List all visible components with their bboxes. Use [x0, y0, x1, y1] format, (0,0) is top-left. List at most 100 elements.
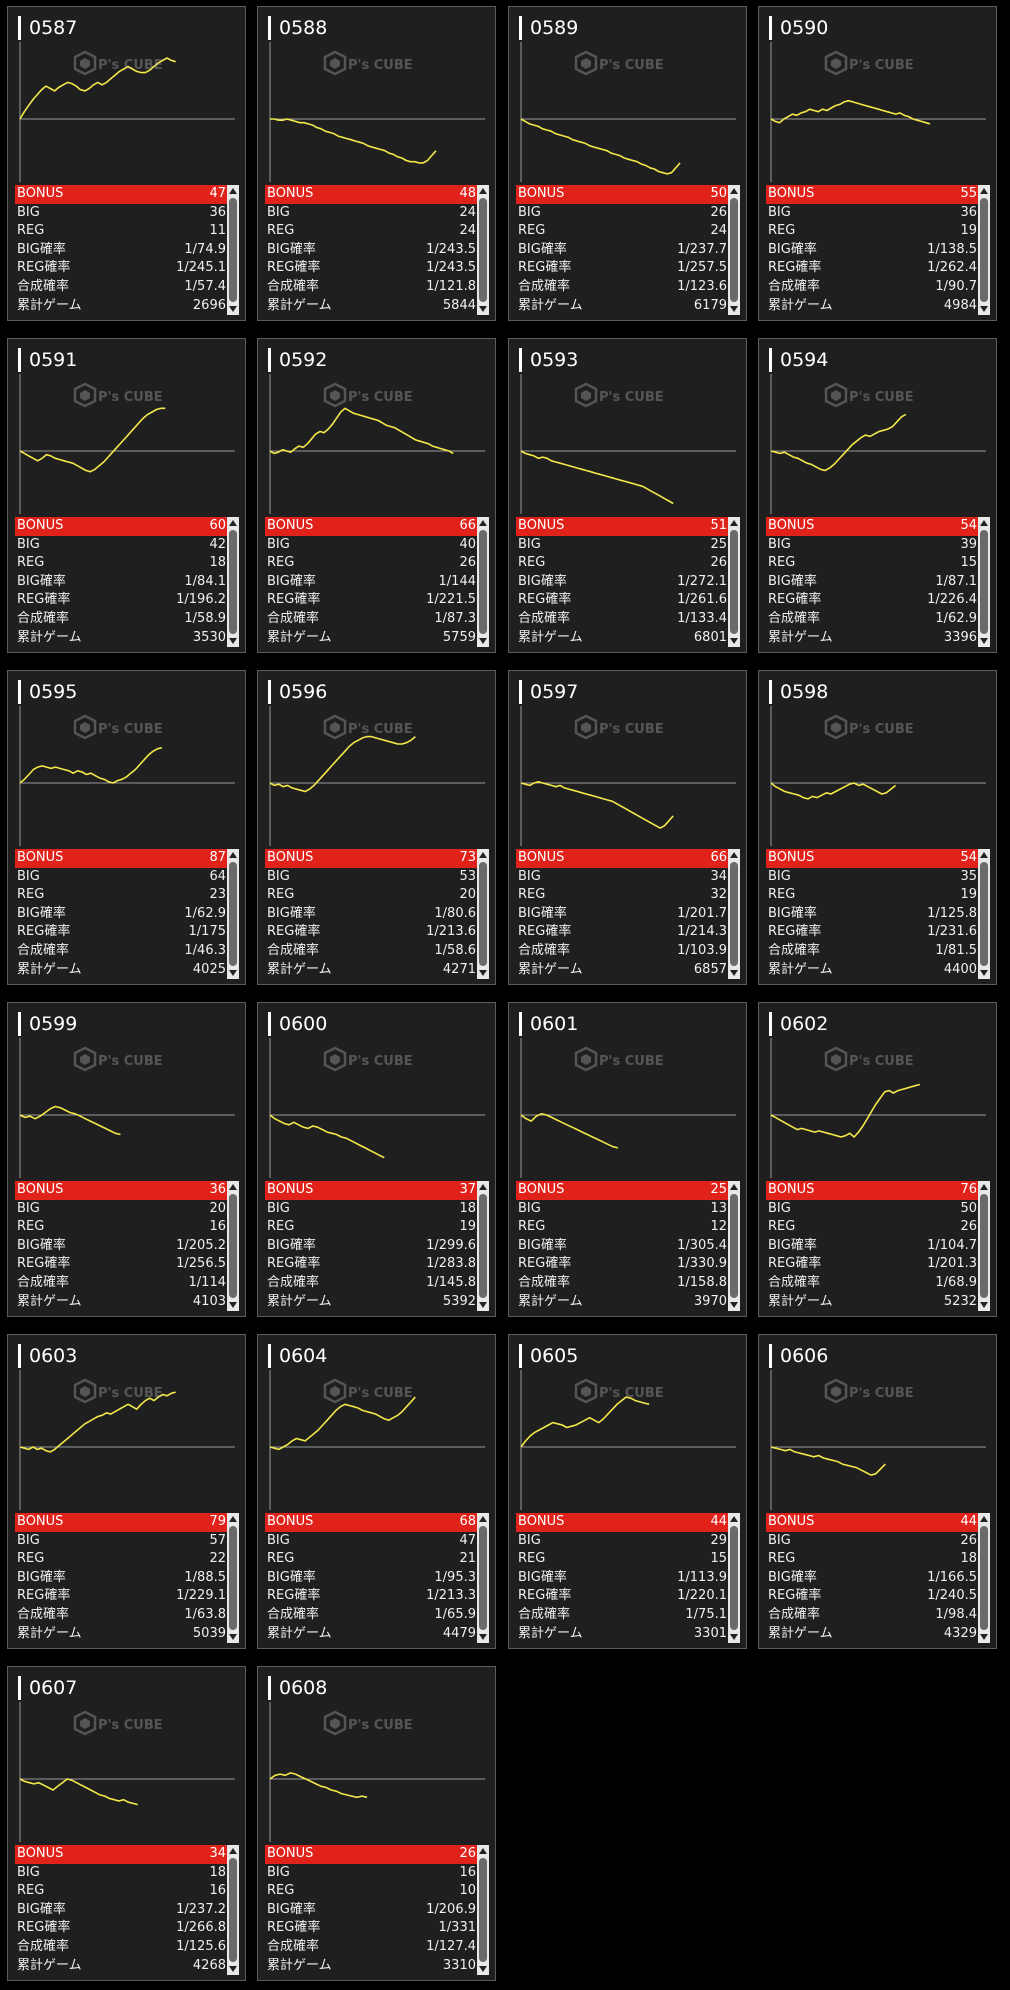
scroll-thumb[interactable]	[229, 198, 237, 302]
scroll-thumb[interactable]	[980, 1526, 988, 1630]
scroll-down-arrow-icon[interactable]	[730, 306, 738, 312]
machine-card-0605[interactable]: 0605 P's CUBE BONUS 44 BIG 29 REG 15 BIG確率 1…	[508, 1334, 747, 1649]
scroll-up-arrow-icon[interactable]	[730, 1516, 738, 1522]
stats-scrollbar[interactable]	[477, 1513, 489, 1643]
scroll-thumb[interactable]	[229, 1858, 237, 1962]
scroll-down-arrow-icon[interactable]	[479, 638, 487, 644]
scroll-down-arrow-icon[interactable]	[730, 638, 738, 644]
scroll-thumb[interactable]	[730, 530, 738, 634]
stats-scrollbar[interactable]	[227, 185, 239, 315]
scroll-up-arrow-icon[interactable]	[479, 188, 487, 194]
stats-scrollbar[interactable]	[227, 1181, 239, 1311]
scroll-up-arrow-icon[interactable]	[730, 188, 738, 194]
stats-scrollbar[interactable]	[978, 1181, 990, 1311]
scroll-up-arrow-icon[interactable]	[479, 1848, 487, 1854]
stats-scrollbar[interactable]	[978, 849, 990, 979]
scroll-down-arrow-icon[interactable]	[730, 970, 738, 976]
stats-scrollbar[interactable]	[477, 1181, 489, 1311]
scroll-down-arrow-icon[interactable]	[229, 1302, 237, 1308]
scroll-thumb[interactable]	[730, 862, 738, 966]
scroll-thumb[interactable]	[730, 198, 738, 302]
scroll-down-arrow-icon[interactable]	[479, 306, 487, 312]
scroll-thumb[interactable]	[479, 1858, 487, 1962]
scroll-down-arrow-icon[interactable]	[980, 970, 988, 976]
scroll-up-arrow-icon[interactable]	[980, 852, 988, 858]
scroll-down-arrow-icon[interactable]	[980, 1634, 988, 1640]
scroll-thumb[interactable]	[730, 1526, 738, 1630]
machine-card-0592[interactable]: 0592 P's CUBE BONUS 66 BIG 40 REG 26 BIG確率 1…	[257, 338, 496, 653]
scroll-up-arrow-icon[interactable]	[229, 852, 237, 858]
machine-card-0591[interactable]: 0591 P's CUBE BONUS 60 BIG 42 REG 18 BIG確率 1…	[7, 338, 246, 653]
stats-scrollbar[interactable]	[227, 1845, 239, 1975]
stats-scrollbar[interactable]	[978, 185, 990, 315]
scroll-up-arrow-icon[interactable]	[229, 1848, 237, 1854]
scroll-down-arrow-icon[interactable]	[479, 1634, 487, 1640]
scroll-up-arrow-icon[interactable]	[980, 1516, 988, 1522]
machine-card-0590[interactable]: 0590 P's CUBE BONUS 55 BIG 36 REG 19 BIG確率 1…	[758, 6, 997, 321]
machine-card-0589[interactable]: 0589 P's CUBE BONUS 50 BIG 26 REG 24 BIG確率 1…	[508, 6, 747, 321]
scroll-thumb[interactable]	[229, 862, 237, 966]
stats-scrollbar[interactable]	[477, 185, 489, 315]
scroll-thumb[interactable]	[229, 1526, 237, 1630]
scroll-thumb[interactable]	[479, 1194, 487, 1298]
machine-card-0599[interactable]: 0599 P's CUBE BONUS 36 BIG 20 REG 16 BIG確率 1…	[7, 1002, 246, 1317]
stats-scrollbar[interactable]	[477, 849, 489, 979]
scroll-up-arrow-icon[interactable]	[730, 852, 738, 858]
stats-scrollbar[interactable]	[477, 1845, 489, 1975]
stats-scrollbar[interactable]	[227, 517, 239, 647]
machine-card-0600[interactable]: 0600 P's CUBE BONUS 37 BIG 18 REG 19 BIG確率 1…	[257, 1002, 496, 1317]
machine-card-0603[interactable]: 0603 P's CUBE BONUS 79 BIG 57 REG 22 BIG確率 1…	[7, 1334, 246, 1649]
scroll-down-arrow-icon[interactable]	[980, 306, 988, 312]
scroll-down-arrow-icon[interactable]	[229, 1634, 237, 1640]
scroll-up-arrow-icon[interactable]	[229, 520, 237, 526]
scroll-up-arrow-icon[interactable]	[730, 1184, 738, 1190]
scroll-up-arrow-icon[interactable]	[479, 1184, 487, 1190]
scroll-down-arrow-icon[interactable]	[479, 970, 487, 976]
machine-card-0597[interactable]: 0597 P's CUBE BONUS 66 BIG 34 REG 32 BIG確率 1…	[508, 670, 747, 985]
scroll-down-arrow-icon[interactable]	[730, 1634, 738, 1640]
stats-scrollbar[interactable]	[227, 849, 239, 979]
scroll-thumb[interactable]	[730, 1194, 738, 1298]
scroll-down-arrow-icon[interactable]	[479, 1302, 487, 1308]
scroll-down-arrow-icon[interactable]	[229, 638, 237, 644]
scroll-down-arrow-icon[interactable]	[479, 1966, 487, 1972]
stats-scrollbar[interactable]	[728, 849, 740, 979]
scroll-thumb[interactable]	[980, 530, 988, 634]
scroll-up-arrow-icon[interactable]	[980, 520, 988, 526]
machine-card-0596[interactable]: 0596 P's CUBE BONUS 73 BIG 53 REG 20 BIG確率 1…	[257, 670, 496, 985]
stats-scrollbar[interactable]	[477, 517, 489, 647]
machine-card-0587[interactable]: 0587 P's CUBE BONUS 47 BIG 36 REG 11 BIG確率 1…	[7, 6, 246, 321]
scroll-up-arrow-icon[interactable]	[479, 1516, 487, 1522]
machine-card-0594[interactable]: 0594 P's CUBE BONUS 54 BIG 39 REG 15 BIG確率 1…	[758, 338, 997, 653]
scroll-up-arrow-icon[interactable]	[229, 1184, 237, 1190]
scroll-down-arrow-icon[interactable]	[229, 970, 237, 976]
machine-card-0588[interactable]: 0588 P's CUBE BONUS 48 BIG 24 REG 24 BIG確率 1…	[257, 6, 496, 321]
scroll-down-arrow-icon[interactable]	[980, 1302, 988, 1308]
stats-scrollbar[interactable]	[728, 1181, 740, 1311]
scroll-thumb[interactable]	[980, 1194, 988, 1298]
scroll-thumb[interactable]	[479, 530, 487, 634]
scroll-down-arrow-icon[interactable]	[730, 1302, 738, 1308]
stats-scrollbar[interactable]	[728, 1513, 740, 1643]
scroll-thumb[interactable]	[479, 1526, 487, 1630]
scroll-thumb[interactable]	[229, 1194, 237, 1298]
machine-card-0602[interactable]: 0602 P's CUBE BONUS 76 BIG 50 REG 26 BIG確率 1…	[758, 1002, 997, 1317]
machine-card-0606[interactable]: 0606 P's CUBE BONUS 44 BIG 26 REG 18 BIG確率 1…	[758, 1334, 997, 1649]
scroll-up-arrow-icon[interactable]	[479, 520, 487, 526]
scroll-thumb[interactable]	[479, 862, 487, 966]
stats-scrollbar[interactable]	[978, 517, 990, 647]
scroll-thumb[interactable]	[980, 198, 988, 302]
machine-card-0598[interactable]: 0598 P's CUBE BONUS 54 BIG 35 REG 19 BIG確率 1…	[758, 670, 997, 985]
stats-scrollbar[interactable]	[227, 1513, 239, 1643]
scroll-up-arrow-icon[interactable]	[479, 852, 487, 858]
machine-card-0595[interactable]: 0595 P's CUBE BONUS 87 BIG 64 REG 23 BIG確率 1…	[7, 670, 246, 985]
machine-card-0593[interactable]: 0593 P's CUBE BONUS 51 BIG 25 REG 26 BIG確率 1…	[508, 338, 747, 653]
stats-scrollbar[interactable]	[728, 517, 740, 647]
scroll-up-arrow-icon[interactable]	[980, 188, 988, 194]
scroll-down-arrow-icon[interactable]	[229, 1966, 237, 1972]
scroll-up-arrow-icon[interactable]	[229, 188, 237, 194]
scroll-up-arrow-icon[interactable]	[980, 1184, 988, 1190]
scroll-up-arrow-icon[interactable]	[730, 520, 738, 526]
scroll-thumb[interactable]	[479, 198, 487, 302]
scroll-thumb[interactable]	[980, 862, 988, 966]
